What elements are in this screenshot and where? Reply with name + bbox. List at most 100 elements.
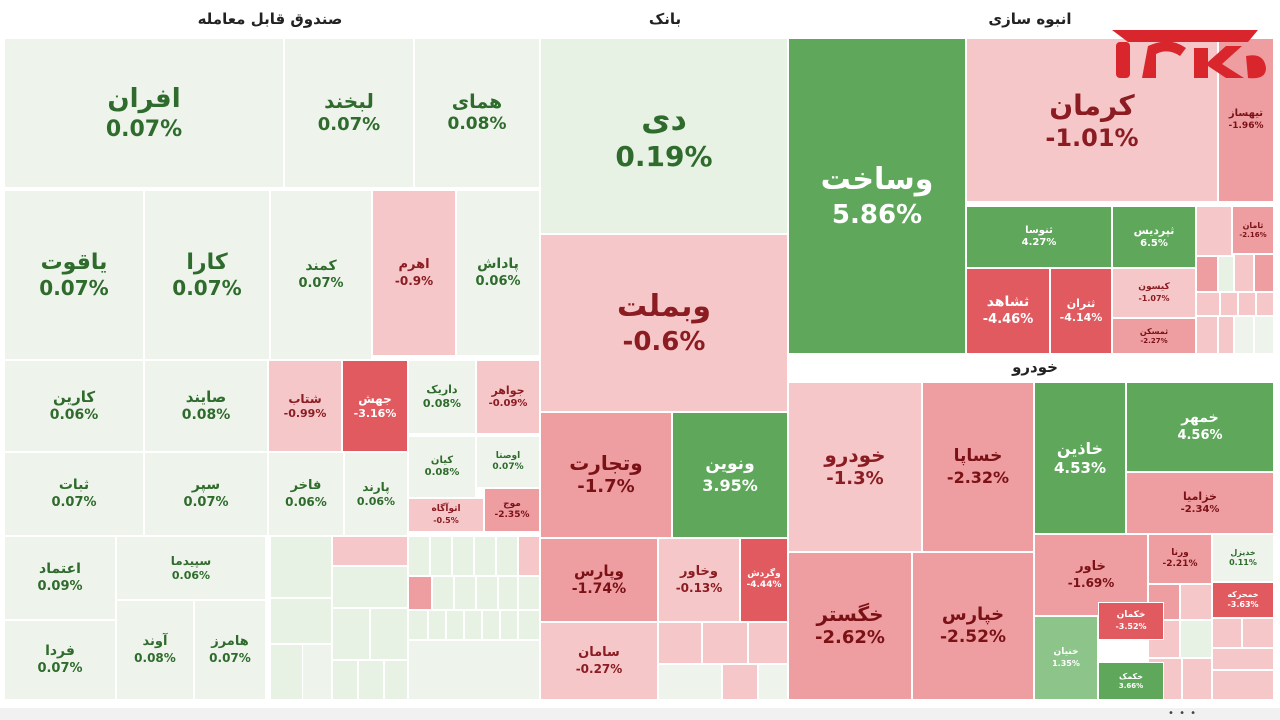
stock-tile-small[interactable] <box>1196 316 1218 354</box>
stock-tile-small[interactable] <box>518 536 540 576</box>
stock-tile-small[interactable] <box>1234 316 1254 354</box>
stock-tile-small[interactable] <box>518 610 540 640</box>
stock-tile[interactable]: سامان -0.27% <box>540 622 658 700</box>
stock-tile[interactable]: وگردش -4.44% <box>740 538 788 622</box>
stock-tile-small[interactable] <box>408 610 428 640</box>
stock-tile-small[interactable] <box>1220 292 1238 316</box>
stock-tile-small[interactable] <box>1196 292 1220 316</box>
stock-tile[interactable]: خنیان 1.35% <box>1034 616 1098 700</box>
stock-tile-small[interactable] <box>332 566 408 608</box>
stock-tile-small[interactable] <box>518 576 540 610</box>
stock-tile[interactable]: سپر 0.07% <box>144 452 268 536</box>
stock-tile[interactable]: کرمان -1.01% <box>966 38 1218 202</box>
stock-tile-small[interactable] <box>1242 618 1274 648</box>
more-dots-icon[interactable]: • • • <box>1168 708 1198 719</box>
stock-tile[interactable]: پارند 0.06% <box>344 452 408 536</box>
stock-tile[interactable]: خساپا -2.32% <box>922 382 1034 552</box>
stock-tile-small[interactable] <box>430 536 452 576</box>
stock-tile[interactable]: ثبات 0.07% <box>4 452 144 536</box>
stock-tile-small[interactable] <box>464 610 482 640</box>
stock-tile[interactable]: خمهر 4.56% <box>1126 382 1274 472</box>
stock-tile-small[interactable] <box>358 660 384 700</box>
stock-tile-small[interactable] <box>496 536 518 576</box>
stock-tile[interactable]: کارین 0.06% <box>4 360 144 452</box>
stock-tile-small[interactable] <box>1212 648 1274 670</box>
stock-tile[interactable]: اعتماد 0.09% <box>4 536 116 620</box>
stock-tile[interactable]: خاذین 4.53% <box>1034 382 1126 534</box>
stock-tile-small[interactable] <box>1256 292 1274 316</box>
stock-tile[interactable]: صایند 0.08% <box>144 360 268 452</box>
stock-tile[interactable]: وبملت -0.6% <box>540 234 788 412</box>
stock-tile-small[interactable] <box>370 608 408 660</box>
stock-tile[interactable]: شتاب -0.99% <box>268 360 342 452</box>
stock-tile-small[interactable] <box>454 576 476 610</box>
stock-tile[interactable]: خزامیا -2.34% <box>1126 472 1274 534</box>
stock-tile-small[interactable] <box>302 644 332 700</box>
stock-tile[interactable]: خدیزل 0.11% <box>1212 534 1274 582</box>
stock-tile[interactable]: ثتران -4.14% <box>1050 268 1112 354</box>
stock-tile-small[interactable] <box>702 622 748 664</box>
stock-tile[interactable]: آوند 0.08% <box>116 600 194 700</box>
stock-tile[interactable]: خودرو -1.3% <box>788 382 922 552</box>
stock-tile-small[interactable] <box>1212 618 1242 648</box>
stock-tile-small[interactable] <box>428 610 446 640</box>
stock-tile[interactable]: ونوین 3.95% <box>672 412 788 538</box>
stock-tile[interactable]: کمند 0.07% <box>270 190 372 360</box>
stock-tile[interactable]: فردا 0.07% <box>4 620 116 700</box>
stock-tile-small[interactable] <box>748 622 788 664</box>
stock-tile[interactable]: اتوآگاه -0.5% <box>408 498 484 532</box>
stock-tile-small[interactable] <box>658 664 722 700</box>
stock-tile-small[interactable] <box>332 536 408 566</box>
stock-tile[interactable]: ثامان -2.16% <box>1232 206 1274 254</box>
stock-tile[interactable]: وپارس -1.74% <box>540 538 658 622</box>
stock-tile[interactable]: خگستر -2.62% <box>788 552 912 700</box>
stock-tile[interactable]: ثپردیس 6.5% <box>1112 206 1196 268</box>
stock-tile-small[interactable] <box>1218 256 1234 292</box>
stock-tile-small[interactable] <box>1212 670 1274 700</box>
stock-tile[interactable]: جواهر -0.09% <box>476 360 540 434</box>
stock-tile[interactable]: تیهساز -1.96% <box>1218 38 1274 202</box>
stock-tile-small[interactable] <box>476 576 498 610</box>
stock-tile-small[interactable] <box>270 536 332 598</box>
stock-tile-small[interactable] <box>1182 658 1212 700</box>
stock-tile-small[interactable] <box>408 640 540 700</box>
stock-tile[interactable]: ثمسکن -2.27% <box>1112 318 1196 354</box>
stock-tile-small[interactable] <box>1254 254 1274 292</box>
stock-tile[interactable]: اوصتا 0.07% <box>476 436 540 488</box>
stock-tile-small[interactable] <box>722 664 758 700</box>
stock-tile-small[interactable] <box>446 610 464 640</box>
stock-tile[interactable]: یاقوت 0.07% <box>4 190 144 360</box>
stock-tile[interactable]: خکمان -3.52% <box>1098 602 1164 640</box>
stock-tile[interactable]: جهش -3.16% <box>342 360 408 452</box>
stock-tile[interactable]: فاخر 0.06% <box>268 452 344 536</box>
stock-tile[interactable]: اهرم -0.9% <box>372 190 456 356</box>
stock-tile-small[interactable] <box>1196 206 1232 256</box>
stock-tile-small[interactable] <box>1238 292 1256 316</box>
stock-tile[interactable]: همای 0.08% <box>414 38 540 188</box>
stock-tile[interactable]: ثشاهد -4.46% <box>966 268 1050 354</box>
stock-tile-small[interactable] <box>332 660 358 700</box>
stock-tile[interactable]: خکمک 3.66% <box>1098 662 1164 700</box>
stock-tile-small[interactable] <box>408 536 430 576</box>
stock-tile[interactable]: موج -2.35% <box>484 488 540 532</box>
stock-tile[interactable]: داریک 0.08% <box>408 360 476 434</box>
stock-tile[interactable]: وخاور -0.13% <box>658 538 740 622</box>
stock-tile[interactable]: سپیدما 0.06% <box>116 536 266 600</box>
stock-tile-small[interactable] <box>408 576 432 610</box>
stock-tile-small[interactable] <box>1196 256 1218 292</box>
stock-tile[interactable]: وساخت 5.86% <box>788 38 966 354</box>
stock-tile-small[interactable] <box>1180 584 1212 620</box>
stock-tile-small[interactable] <box>384 660 408 700</box>
stock-tile-small[interactable] <box>498 576 518 610</box>
stock-tile[interactable]: لبخند 0.07% <box>284 38 414 188</box>
stock-tile[interactable]: خمحرکه -3.63% <box>1212 582 1274 618</box>
stock-tile[interactable]: کیسون -1.07% <box>1112 268 1196 318</box>
stock-tile-small[interactable] <box>1254 316 1274 354</box>
stock-tile[interactable]: پاداش 0.06% <box>456 190 540 356</box>
stock-tile-small[interactable] <box>658 622 702 664</box>
stock-tile-small[interactable] <box>332 608 370 660</box>
stock-tile[interactable]: هامرز 0.07% <box>194 600 266 700</box>
stock-tile-small[interactable] <box>1180 620 1212 658</box>
stock-tile-small[interactable] <box>500 610 518 640</box>
stock-tile[interactable]: ورنا -2.21% <box>1148 534 1212 584</box>
